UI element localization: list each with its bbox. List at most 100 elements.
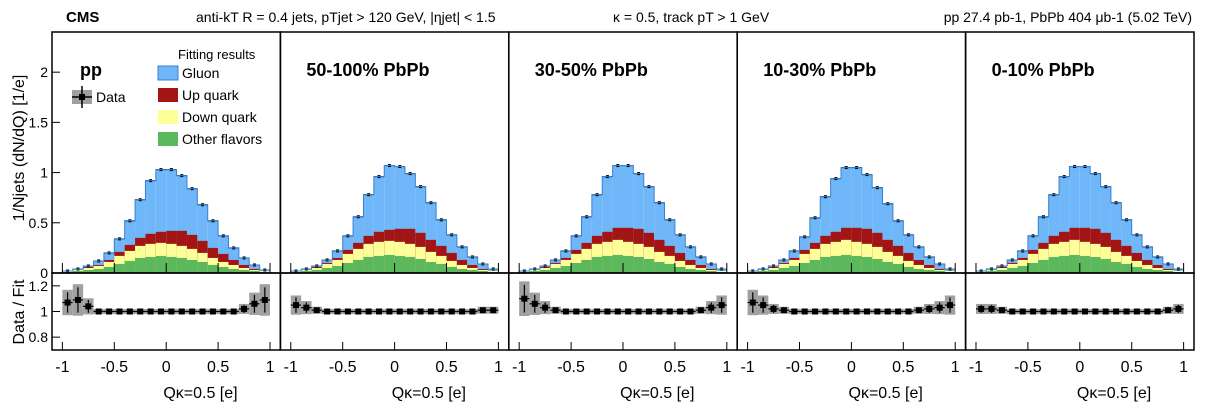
panel-0-ratio-point-1 — [74, 296, 81, 303]
panel-3-ratio-point-3 — [780, 307, 787, 314]
panel-3-ratio-point-14 — [895, 308, 902, 315]
panel-4-other-bin-8 — [1059, 255, 1070, 273]
legend-other-swatch — [158, 132, 178, 146]
panel-2-ratio-point-15 — [677, 308, 684, 315]
panel-2-xtick-label-2: 0 — [619, 359, 628, 376]
panel-2-xtick-label-1: -0.5 — [557, 359, 585, 376]
legend-gluon-swatch — [157, 65, 179, 81]
panel-1-gluon-bin-12 — [415, 186, 426, 273]
panel-4-ratio-point-19 — [1175, 305, 1182, 312]
panel-0-ratio-point-3 — [95, 308, 102, 315]
panel-4-other-bin-18 — [1162, 270, 1174, 273]
panel-0-xtick-label-4: 1 — [266, 359, 275, 376]
panel-3-ratio-point-8 — [832, 308, 839, 315]
panel-1-other-bin-13 — [425, 261, 437, 273]
panel-2-ratio-point-16 — [687, 308, 694, 315]
panel-2-other-bin-11 — [633, 256, 644, 273]
panel-0-other-bin-6 — [124, 260, 136, 273]
panel-0-other-bin-5 — [114, 263, 125, 273]
panel-3-ratio-point-18 — [936, 304, 943, 311]
panel-4-other-bin-9 — [1069, 254, 1080, 273]
panel-1-gluon-bin-7 — [363, 194, 374, 273]
panel-3-gluon-bin-18 — [934, 263, 945, 273]
panel-1-ratio-point-15 — [448, 308, 455, 315]
panel-1-other-bin-9 — [384, 254, 395, 273]
panel-1-other-bin-10 — [394, 255, 405, 273]
panel-2-xtick-label-0: -1 — [512, 359, 526, 376]
panel-3-gluon-bin-7 — [820, 196, 831, 273]
panel-2-ratio-point-19 — [718, 302, 725, 309]
panel-2-ratio-point-13 — [656, 308, 663, 315]
panel-2-gluon-bin-12 — [643, 186, 655, 273]
panel-2-other-bin-5 — [571, 262, 582, 273]
panel-4-gluon-bin-12 — [1100, 186, 1111, 273]
panel-3-other-bin-11 — [861, 256, 873, 273]
panel-1-ratio-point-13 — [427, 308, 434, 315]
panel-3-label: 10-30% PbPb — [763, 60, 876, 80]
panel-2-ratio-point-14 — [666, 308, 673, 315]
panel-0-other-bin-7 — [135, 257, 146, 273]
panel-3-ratio-point-7 — [822, 308, 829, 315]
panel-1-other-bin-18 — [477, 270, 489, 273]
panel-3-xtick-label-1: -0.5 — [786, 359, 814, 376]
panel-4-xtick-label-0: -1 — [969, 359, 983, 376]
panel-2-label: 30-50% PbPb — [535, 60, 648, 80]
panel-3-other-bin-15 — [903, 266, 914, 273]
panel-0-gluon-bin-12 — [186, 188, 198, 273]
panel-2-other-bin-15 — [674, 266, 686, 273]
panel-0-ratio-point-8 — [147, 308, 154, 315]
panel-4-xtick-label-3: 0.5 — [1121, 359, 1143, 376]
panel-0-ratio-point-9 — [158, 308, 165, 315]
panel-1-ratio-point-6 — [355, 308, 362, 315]
panel-2-ratio-point-11 — [635, 308, 642, 315]
panel-4-other-bin-4 — [1017, 265, 1028, 273]
panel-0-ratio-point-12 — [189, 308, 196, 315]
panel-2-other-bin-8 — [602, 255, 613, 273]
jet-selection-label: anti-kT R = 0.4 jets, pTjet > 120 GeV, |… — [196, 9, 496, 25]
top-ytick-label-3: 1.5 — [29, 114, 49, 130]
panel-3-other-bin-2 — [768, 269, 779, 273]
panel-1-ratio-point-0 — [292, 302, 299, 309]
panel-2-other-bin-18 — [706, 270, 717, 273]
panel-4-other-bin-14 — [1121, 263, 1132, 273]
panel-1-other-bin-8 — [373, 255, 385, 273]
legend-up: Up quark — [182, 87, 240, 103]
panel-2-ratio-point-3 — [552, 307, 559, 314]
panel-3-ratio-point-9 — [843, 308, 850, 315]
panel-4-other-bin-1 — [986, 270, 997, 273]
panel-1-other-bin-11 — [404, 256, 416, 273]
panel-2-ratio-point-7 — [594, 308, 601, 315]
panel-4-other-bin-10 — [1079, 255, 1091, 273]
panel-4-gluon-bin-7 — [1048, 194, 1060, 273]
panel-3-gluon-bin-13 — [882, 203, 893, 273]
ratio-ytick-label-0: 0.8 — [29, 329, 49, 345]
legend-other: Other flavors — [182, 131, 262, 147]
panel-3-xtick-label-3: 0.5 — [892, 359, 914, 376]
panel-2-gluon-bin-10 — [623, 165, 634, 273]
panel-0-label: pp — [80, 60, 102, 80]
panel-0-ratio-point-16 — [230, 308, 237, 315]
panel-4-label: 0-10% PbPb — [992, 60, 1095, 80]
panel-1-xtick-label-0: -1 — [284, 359, 298, 376]
panel-0-ratio-point-2 — [85, 303, 92, 310]
panel-3-gluon-outline — [747, 167, 956, 273]
panel-4-ratio-point-0 — [978, 305, 985, 312]
panel-0-other-bin-4 — [103, 266, 115, 273]
panel-3-gluon-bin-8 — [830, 178, 842, 273]
panel-1-ratio-point-10 — [396, 308, 403, 315]
legend-up-swatch — [158, 88, 178, 102]
panel-3-ratio-point-16 — [915, 307, 922, 314]
panel-4-x-axis-title: Qκ=0.5 [e] — [1077, 385, 1151, 402]
panel-3-other-bin-7 — [820, 256, 831, 273]
panel-0-xtick-label-3: 0.5 — [207, 359, 229, 376]
panel-4-ratio-point-13 — [1113, 308, 1120, 315]
panel-4-ratio-point-9 — [1071, 308, 1078, 315]
panel-3-ratio-point-12 — [874, 308, 881, 315]
panel-3-other-bin-6 — [809, 259, 821, 273]
panel-2-other-bin-7 — [591, 256, 603, 273]
panel-0-other-bin-18 — [249, 270, 260, 273]
panel-3-other-bin-4 — [789, 265, 800, 273]
panel-3-ratio-point-17 — [926, 305, 933, 312]
panel-2-other-bin-2 — [539, 269, 551, 273]
